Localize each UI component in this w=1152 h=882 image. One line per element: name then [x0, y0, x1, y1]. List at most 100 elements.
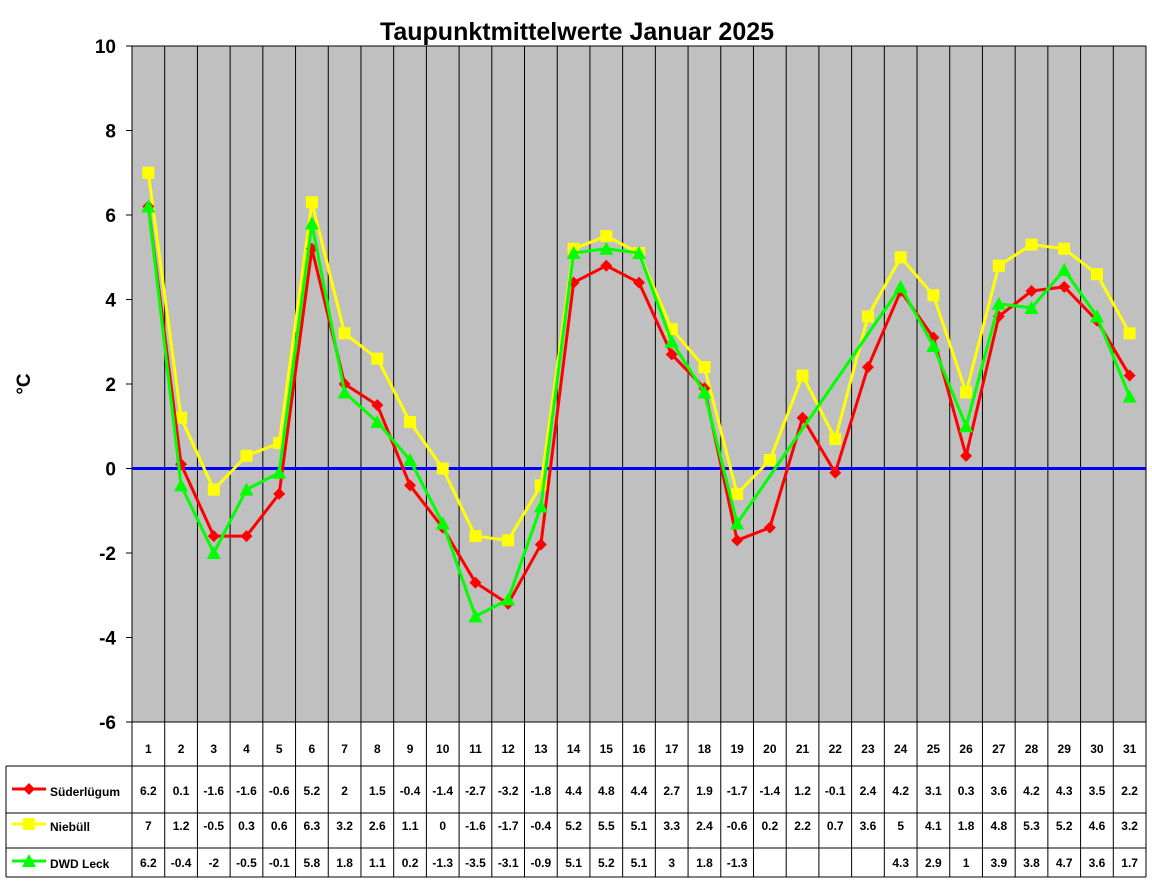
data-table-cell: 1.8 — [958, 819, 975, 833]
data-point — [272, 465, 287, 479]
data-point — [763, 521, 776, 534]
data-point — [273, 487, 286, 500]
x-tick-label: 14 — [567, 742, 581, 756]
data-table-cell: 3.3 — [663, 819, 680, 833]
data-point — [207, 483, 220, 496]
data-table-cell: 1.2 — [173, 819, 190, 833]
x-tick-label: 29 — [1058, 742, 1072, 756]
data-point — [436, 462, 449, 475]
legend-marker — [23, 818, 35, 830]
data-table-cell: 2.6 — [369, 819, 386, 833]
data-point — [829, 432, 842, 445]
data-point — [829, 466, 842, 479]
data-table-cell: 0.6 — [271, 819, 288, 833]
data-table-cell: -3.5 — [465, 856, 486, 870]
data-table-cell: 5.2 — [1056, 819, 1073, 833]
data-point — [1057, 262, 1072, 276]
data-table-cell: 0 — [439, 819, 446, 833]
data-table-cell: -2 — [208, 856, 219, 870]
data-point — [371, 352, 384, 365]
x-tick-label: 5 — [276, 742, 283, 756]
x-tick-label: 31 — [1123, 742, 1137, 756]
chart-title: Taupunktmittelwerte Januar 2025 — [380, 18, 774, 46]
y-axis-label: °C — [14, 373, 35, 395]
y-tick-label: -6 — [99, 713, 116, 734]
data-table-cell: 0.2 — [402, 856, 419, 870]
data-table-cell: -0.9 — [531, 856, 552, 870]
data-point — [731, 487, 744, 500]
data-point — [796, 411, 809, 424]
data-table-cell: 5.8 — [304, 856, 321, 870]
data-series — [132, 166, 1146, 623]
data-table-cell: 7 — [145, 819, 152, 833]
data-point — [664, 334, 679, 348]
legend-marker — [23, 783, 35, 795]
data-table-cell: 4.3 — [1056, 784, 1073, 798]
data-point — [632, 246, 646, 260]
data-table-cell: 5.3 — [1023, 819, 1040, 833]
x-tick-label: 18 — [698, 742, 712, 756]
legend-label: Süderlügum — [50, 785, 120, 799]
data-table-cell: 5.2 — [304, 784, 321, 798]
plot-area — [132, 46, 1146, 722]
data-table-cell: 4.2 — [1023, 784, 1040, 798]
data-point — [174, 478, 189, 492]
data-table-cell: -1.7 — [498, 819, 519, 833]
data-table-cell: 3.6 — [1089, 856, 1106, 870]
data-table-cell: 1.5 — [369, 784, 386, 798]
x-tick-label: 3 — [210, 742, 217, 756]
data-point — [893, 279, 908, 293]
x-tick-label: 26 — [959, 742, 973, 756]
data-point — [371, 399, 384, 412]
data-point — [730, 516, 745, 530]
y-tick-label: 0 — [105, 460, 116, 481]
x-tick-label: 6 — [309, 742, 316, 756]
data-point — [991, 296, 1006, 310]
data-table-cell: 4.3 — [892, 856, 909, 870]
data-table-cell: 4.4 — [565, 784, 582, 798]
y-tick-label: -2 — [99, 544, 116, 565]
data-point — [600, 230, 613, 243]
data-table-cell: 1 — [963, 856, 970, 870]
data-point — [240, 530, 253, 543]
data-table-cell: 3.6 — [860, 819, 877, 833]
x-tick-label: 22 — [829, 742, 843, 756]
x-tick-label: 17 — [665, 742, 679, 756]
x-tick-label: 4 — [243, 742, 250, 756]
data-point — [599, 241, 614, 255]
data-point — [698, 361, 711, 374]
data-table-cell: -0.4 — [171, 856, 192, 870]
data-table-cell: 5.5 — [598, 819, 615, 833]
data-table-cell: 3.2 — [1121, 819, 1138, 833]
data-table-cell: -1.3 — [727, 856, 748, 870]
data-table-cell: 6.2 — [140, 784, 157, 798]
data-point — [1058, 280, 1071, 293]
y-tick-label: -4 — [99, 629, 116, 650]
x-tick-label: 8 — [374, 742, 381, 756]
x-tick-label: 20 — [763, 742, 777, 756]
data-point — [469, 530, 482, 543]
data-point — [600, 259, 613, 272]
data-point — [175, 411, 188, 424]
x-tick-label: 7 — [341, 742, 348, 756]
data-table-cell: -1.6 — [465, 819, 486, 833]
data-point — [435, 516, 450, 530]
data-point — [960, 386, 973, 399]
data-table-cell: -0.1 — [825, 784, 846, 798]
data-table: 1 2 3 4 5 6 7 8 9 10 11 12 13 14 15 16 17 18 19 20 21 22 23 24 2… — [5, 742, 1146, 878]
data-table-cell: 3.2 — [336, 819, 353, 833]
y-tick-label: 8 — [105, 122, 116, 143]
data-point — [927, 289, 940, 302]
data-point — [141, 199, 156, 213]
legend-label: DWD Leck — [50, 857, 110, 871]
data-table-cell: 4.1 — [925, 819, 942, 833]
data-table-cell: -1.4 — [432, 784, 453, 798]
data-point — [534, 538, 547, 551]
data-point — [992, 259, 1005, 272]
data-point — [1090, 268, 1103, 281]
y-axis: 10 8 6 4 2 0 -2 -4 -6 — [95, 37, 133, 734]
x-tick-label: 27 — [992, 742, 1006, 756]
data-table-cell: 2.2 — [1121, 784, 1138, 798]
data-table-cell: 3 — [668, 856, 675, 870]
x-tick-label: 25 — [927, 742, 941, 756]
